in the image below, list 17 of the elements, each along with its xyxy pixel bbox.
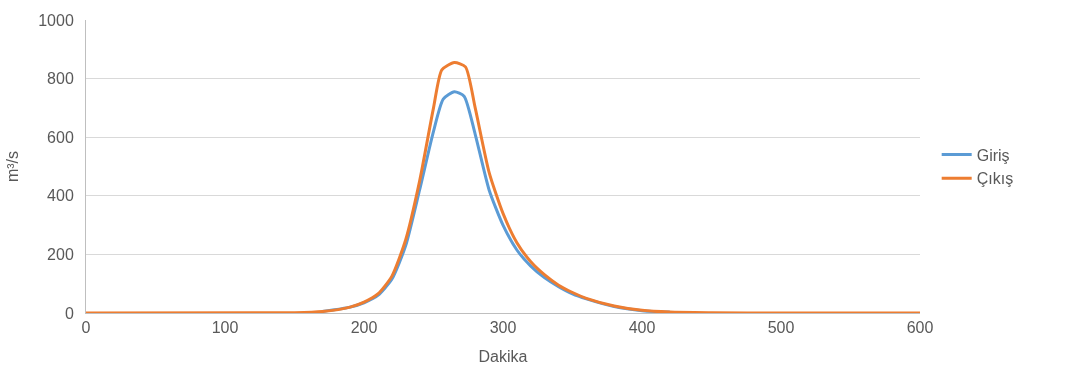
x-tick-label: 0 — [81, 319, 91, 337]
y-tick-label: 1000 — [38, 11, 74, 29]
y-tick-label: 0 — [64, 304, 74, 322]
x-axis-title: Dakika — [478, 347, 528, 365]
y-tick-label: 200 — [47, 246, 74, 263]
y-tick-label: 800 — [47, 70, 74, 88]
y-axis-title: m³/s — [4, 150, 22, 183]
x-tick-label: 500 — [767, 319, 795, 337]
y-tick-label: 400 — [47, 187, 74, 205]
legend-label: Giriş — [976, 146, 1010, 164]
x-tick-label: 300 — [489, 319, 517, 337]
x-tick-label: 100 — [211, 319, 239, 337]
y-tick-label: 600 — [47, 128, 74, 146]
legend-label: Çıkış — [976, 170, 1014, 188]
x-tick-label: 400 — [628, 319, 656, 337]
x-tick-label: 600 — [906, 319, 934, 337]
x-tick-label: 200 — [350, 319, 378, 337]
